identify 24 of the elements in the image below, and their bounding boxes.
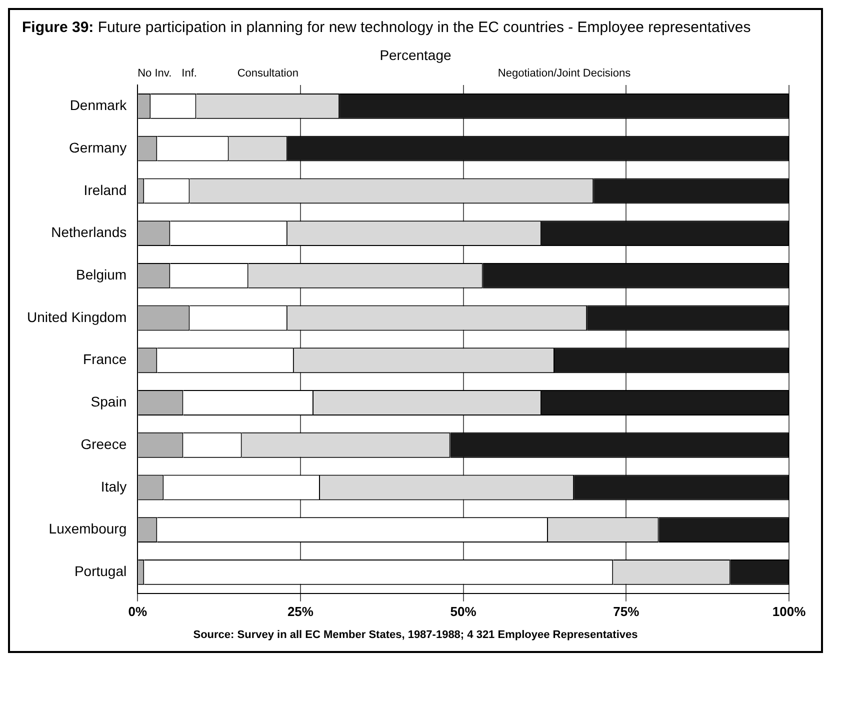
y-tick-label: Ireland [84,182,127,198]
series-label: Inf. [182,68,197,80]
chart-title: Figure 39: Future participation in planning for new technology in the EC countries - Employee representatives [22,19,751,36]
y-tick-label: Italy [100,478,127,494]
x-tick-label: 25% [287,604,314,619]
y-tick-label: United Kingdom [26,308,127,325]
y-tick-label: Netherlands [51,224,127,240]
y-tick-label: Germany [69,139,127,156]
y-tick-label: Portugal [74,563,127,580]
x-tick-label: 0% [128,604,148,619]
y-tick-label: Belgium [76,266,127,283]
y-tick-label: Luxembourg [48,520,127,537]
x-tick-label: 50% [450,604,477,619]
series-label: Negotiation/Joint Decisions [498,68,632,80]
series-label: No Inv. [138,68,172,80]
series-label: Consultation [237,68,298,80]
chart-subtitle: Percentage [378,47,452,63]
y-tick-label: Denmark [70,97,128,114]
x-tick-label: 75% [613,604,640,619]
source-note: Source: Survey in all EC Member States, 1987-1988; 4 321 Employee Representatives [192,629,639,641]
x-tick-label: 100% [772,604,806,619]
y-tick-label: Greece [80,436,127,452]
y-tick-label: Spain [90,394,127,410]
y-tick-label: France [83,351,127,368]
